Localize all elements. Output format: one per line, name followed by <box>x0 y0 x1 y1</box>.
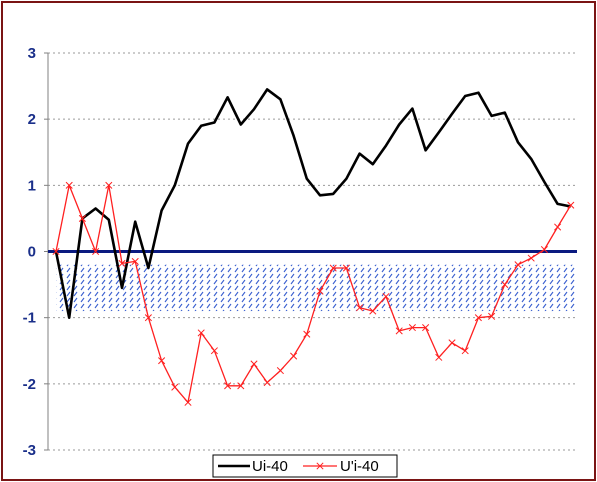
data-point-marker <box>52 247 60 256</box>
data-point-marker <box>435 353 443 361</box>
data-point-marker <box>474 314 482 322</box>
legend-x-mark <box>316 462 324 470</box>
legend-label-u-prime-i-40: U'i-40 <box>340 458 379 475</box>
data-point-marker <box>342 264 350 272</box>
data-point-marker <box>131 257 139 265</box>
data-point-marker <box>263 378 271 387</box>
shaded-band <box>56 264 575 312</box>
data-point-marker <box>276 367 284 375</box>
data-point-marker <box>329 264 337 272</box>
gridlines <box>48 52 577 451</box>
y-tick-label: -3 <box>23 442 36 459</box>
y-tick-label: 1 <box>28 177 36 194</box>
y-tick-label: 3 <box>28 45 36 62</box>
y-axis: 3 2 1 0 -1 -2 -3 <box>23 45 49 459</box>
data-point-marker <box>303 330 311 338</box>
data-point-marker <box>501 281 509 289</box>
line-chart: 3 2 1 0 -1 -2 -3 Ui-40 U'i-40 <box>23 45 577 478</box>
data-point-marker <box>316 287 324 295</box>
legend-marker-x-icon <box>316 462 324 470</box>
data-point-marker <box>144 314 152 322</box>
data-point-marker <box>224 382 232 390</box>
data-point-marker <box>567 201 575 209</box>
data-point-marker <box>382 292 390 301</box>
data-point-marker <box>554 223 562 231</box>
data-point-marker <box>158 357 166 365</box>
series-layer <box>48 88 577 406</box>
data-point-marker <box>105 181 113 189</box>
data-point-marker <box>78 214 86 222</box>
data-point-marker <box>448 339 456 347</box>
data-point-marker <box>422 324 430 332</box>
y-tick-label: 0 <box>28 244 36 261</box>
legend-label-ui-40: Ui-40 <box>252 458 288 475</box>
y-tick-label: -1 <box>23 310 36 327</box>
series-line-0 <box>54 88 572 320</box>
data-point-marker <box>118 259 126 267</box>
data-point-marker <box>210 347 218 355</box>
data-point-marker <box>369 307 377 315</box>
data-point-marker <box>408 324 416 332</box>
data-point-marker <box>171 383 179 391</box>
series-line-1 <box>55 184 572 404</box>
data-point-marker <box>250 360 258 368</box>
data-point-marker <box>290 352 298 360</box>
data-point-marker <box>184 398 192 406</box>
data-point-marker <box>488 312 496 320</box>
data-point-marker <box>540 245 548 254</box>
data-point-marker <box>514 261 522 269</box>
data-point-marker <box>395 327 403 335</box>
data-point-marker <box>65 181 73 189</box>
data-point-marker <box>356 304 364 312</box>
data-point-marker <box>461 347 469 355</box>
data-point-marker <box>527 254 535 262</box>
data-point-marker <box>92 247 100 256</box>
y-tick-label: 2 <box>28 111 36 128</box>
data-point-marker <box>197 329 205 337</box>
data-point-marker <box>237 382 245 390</box>
legend: Ui-40 U'i-40 <box>212 454 398 478</box>
y-tick-label: -2 <box>23 376 36 393</box>
